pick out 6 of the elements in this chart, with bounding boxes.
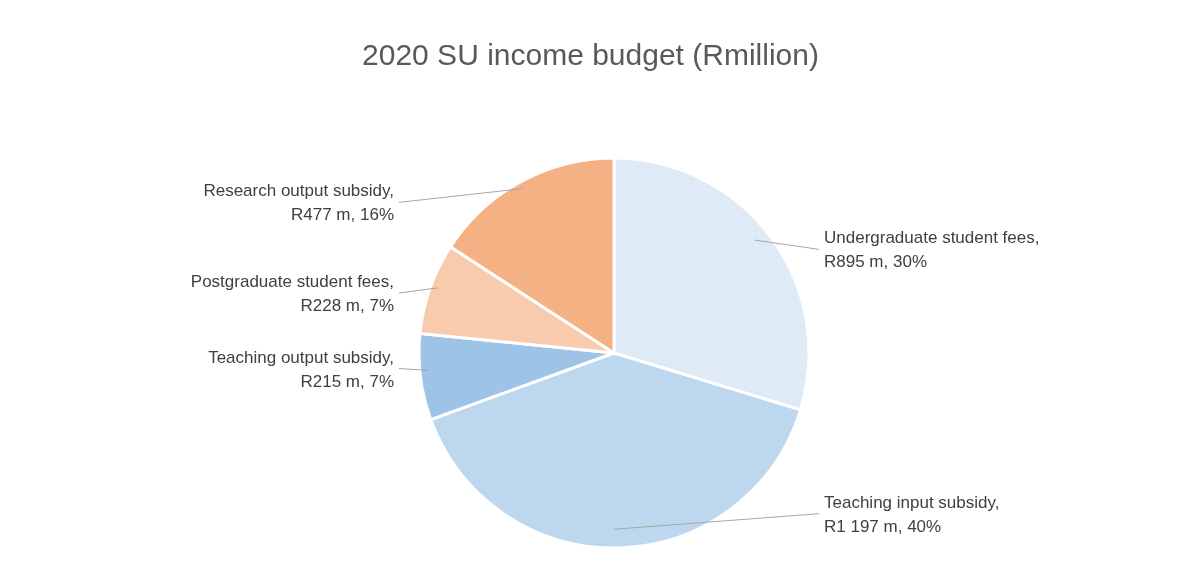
chart-title: 2020 SU income budget (Rmillion) — [361, 38, 820, 72]
data-label: Undergraduate student fees, R895 m, 30% — [824, 228, 1040, 272]
data-label: Research output subsidy, R477 m, 16% — [203, 181, 394, 225]
data-label: Teaching input subsidy, R1 197 m, 40% — [824, 492, 1000, 536]
data-label: Postgraduate student fees, R228 m, 7% — [190, 272, 394, 316]
data-label: Teaching output subsidy, R215 m, 7% — [208, 347, 394, 391]
